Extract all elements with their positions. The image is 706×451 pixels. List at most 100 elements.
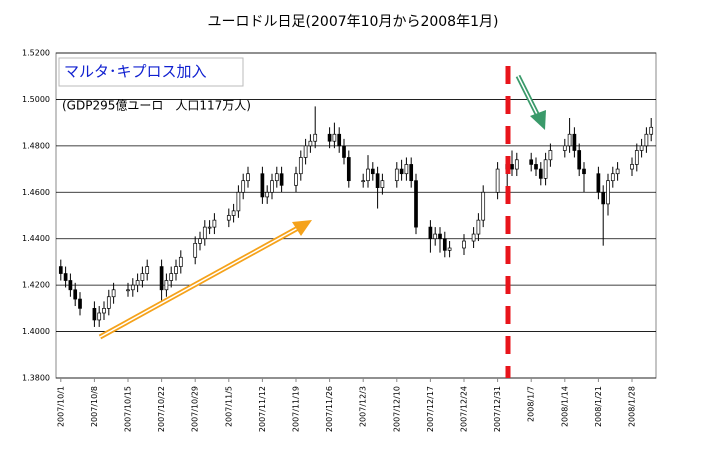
body [102, 308, 106, 314]
candle [58, 259, 63, 281]
body [510, 164, 514, 170]
body [145, 266, 150, 274]
body [615, 168, 620, 175]
x-tick-label: 2007/10/15 [124, 386, 133, 432]
body [332, 133, 337, 142]
body [649, 126, 654, 135]
candle [126, 282, 130, 297]
body [265, 191, 270, 198]
y-tick-label: 1.4000 [22, 327, 50, 336]
body [274, 173, 279, 182]
y-tick-label: 1.4400 [22, 234, 50, 243]
body [447, 247, 452, 251]
candle [337, 127, 342, 153]
body [68, 280, 73, 291]
body [572, 133, 577, 151]
candle [399, 159, 404, 181]
x-tick-label: 2008/1/14 [560, 386, 569, 427]
candle [174, 259, 178, 281]
x-tick-label: 2008/1/28 [628, 386, 637, 427]
candle [394, 162, 399, 188]
candle [140, 266, 145, 288]
annotation: マルタ･キプロス加入 [64, 63, 207, 81]
body [366, 168, 370, 182]
candle [529, 152, 534, 172]
chart-title: ユーロドル日足(2007年10月から2008年1月) [208, 14, 499, 30]
candle [106, 289, 111, 316]
x-tick-label: 2007/12/17 [426, 386, 435, 432]
candle [447, 241, 452, 258]
body [106, 296, 111, 309]
body [380, 180, 385, 188]
body [644, 133, 649, 147]
body [337, 133, 342, 147]
body [375, 173, 380, 188]
body [198, 238, 202, 244]
body [260, 173, 265, 198]
body [639, 145, 644, 151]
candle [577, 143, 582, 177]
x-tick-label: 2007/12/10 [392, 386, 401, 432]
y-tick-label: 1.4800 [22, 141, 50, 150]
candle [294, 166, 298, 193]
body [462, 240, 466, 249]
candle [366, 155, 370, 188]
x-tick-label: 2007/11/26 [325, 386, 334, 432]
candle [442, 231, 447, 258]
body [534, 164, 538, 170]
body [476, 219, 481, 235]
body [361, 180, 366, 183]
body [442, 238, 447, 251]
body [342, 145, 346, 158]
body [567, 133, 572, 147]
candle [514, 152, 519, 177]
candle [298, 150, 303, 181]
candle [601, 185, 606, 246]
candle [231, 203, 236, 223]
body [140, 273, 145, 281]
x-tick-label: 2007/11/12 [258, 386, 267, 432]
candle [582, 162, 586, 193]
candle [567, 118, 572, 153]
body [226, 215, 231, 221]
body [634, 150, 639, 165]
candle [274, 166, 279, 188]
candle [370, 162, 375, 181]
body [370, 168, 375, 175]
candle [332, 122, 337, 149]
candle [97, 306, 102, 327]
x-tick-label: 2007/11/5 [224, 386, 233, 427]
y-tick-label: 1.5000 [22, 95, 50, 104]
event-arrow [515, 74, 546, 130]
grid [56, 52, 656, 382]
candle [610, 166, 615, 188]
candle [270, 173, 274, 200]
candles [58, 106, 654, 327]
candle [342, 138, 346, 165]
body [428, 226, 433, 240]
candle [375, 166, 380, 209]
annotation: (GDP295億ユーロ 人口117万人) [62, 99, 251, 113]
body [159, 266, 164, 291]
body [548, 150, 553, 161]
candle [68, 273, 73, 297]
candle [630, 157, 634, 177]
body [601, 191, 606, 205]
body [577, 150, 582, 170]
candle [548, 143, 553, 167]
candle [404, 157, 409, 181]
body [193, 243, 198, 258]
x-tick-label: 2007/10/8 [90, 386, 99, 427]
candle [433, 227, 438, 246]
candle [634, 143, 639, 172]
x-tick-label: 2007/12/3 [359, 386, 368, 427]
plot-frame [55, 52, 657, 379]
body [433, 233, 438, 240]
x-tick-label: 2008/1/21 [594, 386, 603, 427]
candle [63, 266, 68, 288]
y-tick-label: 1.5200 [22, 49, 50, 58]
x-tick-label: 2007/12/31 [493, 386, 502, 432]
body [298, 157, 303, 175]
candle [260, 166, 265, 204]
